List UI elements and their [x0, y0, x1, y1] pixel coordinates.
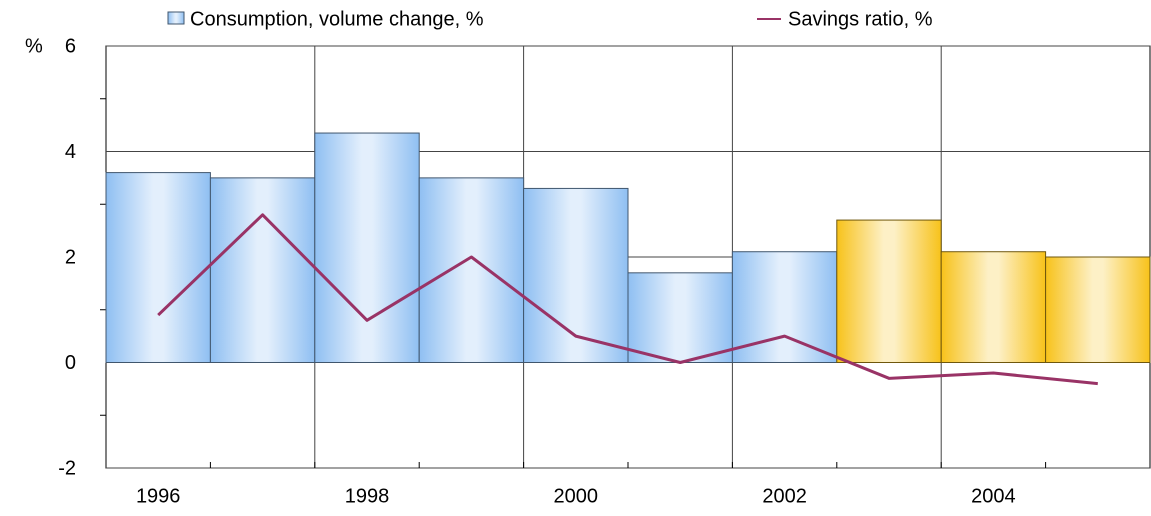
legend-swatch [167, 11, 185, 25]
legend-label: Consumption, volume change, % [190, 8, 484, 30]
y-tick-label: 4 [65, 141, 76, 163]
bar [523, 187, 629, 363]
line [157, 213, 1098, 386]
y-axis-label: % [25, 35, 43, 57]
y-tick-label: -2 [58, 457, 76, 479]
bar [836, 219, 942, 363]
x-tick-label: 1996 [136, 485, 181, 507]
x-tick-label: 2004 [971, 485, 1016, 507]
legend-label: Savings ratio, % [788, 8, 933, 30]
bar [209, 177, 316, 363]
x-tick-label: 2000 [554, 485, 599, 507]
bar [940, 251, 1047, 364]
bar [418, 177, 525, 363]
y-tick-label: 0 [65, 352, 76, 374]
bar [105, 172, 211, 363]
bar [1045, 256, 1151, 363]
bar [627, 272, 733, 364]
y-tick-label: 2 [65, 246, 76, 268]
y-tick-label: 6 [65, 35, 76, 57]
x-tick-label: 2002 [762, 485, 807, 507]
bar [314, 132, 420, 363]
x-tick-label: 1998 [345, 485, 390, 507]
